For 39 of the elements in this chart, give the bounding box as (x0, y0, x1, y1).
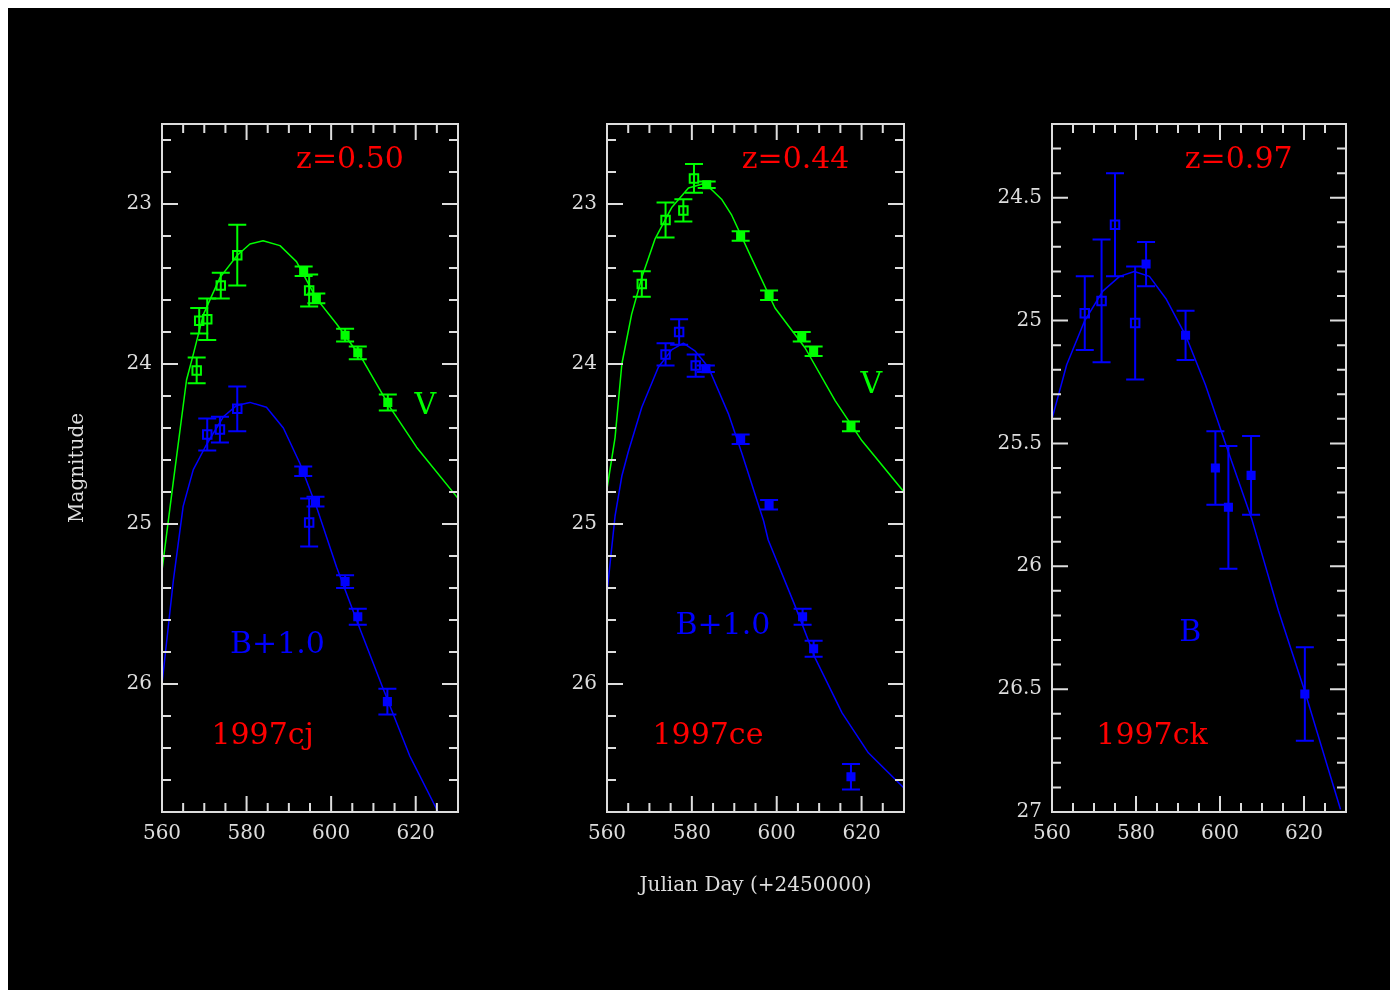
y-tick-label: 27 (1016, 798, 1042, 823)
series-label: B+1.0 (675, 606, 771, 642)
y-tick-label: 24 (126, 350, 152, 375)
y-tick-label: 26 (126, 670, 152, 695)
y-tick-label: 24.5 (997, 183, 1042, 208)
annotation: 1997ce (652, 716, 764, 752)
x-tick-label: 560 (587, 820, 627, 845)
x-tick-label: 560 (142, 820, 182, 845)
annotation: z=0.50 (296, 139, 404, 175)
y-tick-label: 26 (1016, 552, 1042, 577)
y-tick-label: 24 (571, 350, 597, 375)
series-label: V (859, 365, 884, 401)
series-label: B+1.0 (229, 624, 325, 660)
x-tick-label: 620 (1284, 820, 1324, 845)
x-tick-label: 600 (312, 820, 351, 845)
y-tick-label: 25 (1016, 306, 1042, 331)
text: B (1179, 612, 1202, 648)
annotation: 1997cj (211, 716, 314, 752)
y-tick-label: 26.5 (997, 675, 1042, 700)
annotation: z=0.97 (1184, 139, 1293, 175)
y-axis-title: Magnitude (64, 412, 89, 524)
x-tick-label: 620 (842, 820, 881, 845)
x-axis-title: Julian Day (+2450000) (637, 872, 872, 897)
x-tick-label: 580 (227, 820, 266, 845)
x-tick-label: 580 (1116, 820, 1156, 845)
y-tick-label: 25 (126, 510, 152, 535)
annotation: z=0.44 (741, 139, 850, 175)
x-tick-label: 560 (1032, 820, 1072, 845)
y-tick-label: 23 (126, 190, 152, 215)
y-tick-label: 23 (571, 190, 597, 215)
x-tick-label: 600 (1200, 820, 1240, 845)
x-tick-label: 580 (672, 820, 711, 845)
annotation: 1997ck (1096, 716, 1209, 752)
series-label: V (413, 385, 438, 421)
y-tick-label: 25.5 (997, 429, 1042, 454)
y-tick-label: 26 (571, 670, 597, 695)
x-tick-label: 620 (396, 820, 435, 845)
x-tick-label: 600 (757, 820, 796, 845)
y-tick-label: 25 (571, 510, 597, 535)
